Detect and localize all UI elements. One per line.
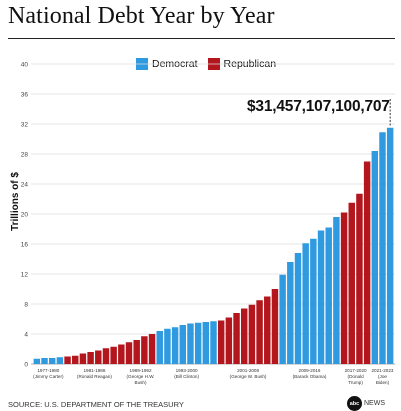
period-label-years: 1977-1980	[37, 368, 59, 373]
period-label-years: 2017-2020	[345, 368, 367, 373]
bar	[217, 320, 225, 364]
y-tick-label: 8	[24, 302, 28, 309]
bar	[379, 132, 386, 364]
bar	[133, 340, 140, 364]
bar	[171, 327, 179, 364]
y-tick-label: 20	[21, 212, 29, 219]
bar	[294, 253, 302, 364]
bar	[202, 322, 210, 364]
y-tick-label: 0	[24, 362, 28, 369]
bar	[240, 308, 248, 364]
source-note: SOURCE: U.S. DEPARTMENT OF THE TREASURY	[8, 400, 184, 409]
abc-logo-icon: abc	[347, 396, 362, 411]
page-title: National Debt Year by Year	[8, 3, 275, 29]
y-tick-label: 32	[21, 122, 29, 129]
bar	[310, 238, 317, 364]
bar	[125, 342, 133, 364]
bar	[64, 356, 71, 364]
bar	[87, 352, 94, 364]
y-tick-label: 24	[21, 182, 29, 189]
bar	[356, 193, 363, 364]
bar	[264, 296, 271, 364]
period-label-name: (Bill Clinton)	[174, 374, 199, 379]
y-tick-label: 28	[21, 152, 29, 159]
period-label-years: 1989-1992	[130, 368, 152, 373]
bar	[302, 243, 309, 364]
period-label-name: (George H.W.	[126, 374, 154, 379]
bar	[95, 350, 102, 364]
bar	[287, 262, 294, 364]
bar	[386, 127, 394, 364]
bar	[271, 289, 279, 364]
bar	[333, 217, 340, 364]
period-label-name: Bush)	[135, 380, 147, 385]
period-label-name: Trump)	[348, 380, 363, 385]
period-label-years: 2021-2023	[371, 368, 393, 373]
period-label-name: Biden)	[376, 380, 390, 385]
bar	[79, 353, 87, 364]
bar	[33, 358, 41, 364]
bar	[56, 357, 64, 364]
bar	[164, 328, 171, 364]
bar	[156, 331, 163, 364]
y-tick-label: 12	[21, 272, 29, 279]
bar	[102, 348, 110, 364]
abc-news-logo: abc NEWS	[347, 396, 385, 411]
total-debt-annotation: $31,457,107,100,707	[247, 98, 390, 115]
bar	[210, 321, 217, 364]
bar	[72, 355, 79, 364]
bar	[256, 300, 263, 364]
period-label-name: (Donald	[348, 374, 365, 379]
bar	[225, 317, 233, 364]
bar	[325, 227, 332, 364]
bar	[110, 346, 117, 364]
period-label-name: (Joe	[378, 374, 387, 379]
period-label-name: (Ronald Reagan)	[77, 374, 112, 379]
bar	[118, 344, 125, 364]
bar	[194, 322, 202, 364]
period-label-name: (Jimmy Carter)	[33, 374, 64, 379]
period-label-years: 2001-2008	[237, 368, 259, 373]
bar	[48, 358, 56, 364]
network-label: NEWS	[364, 400, 385, 407]
period-label-years: 2009-2016	[299, 368, 321, 373]
y-tick-label: 36	[21, 92, 29, 99]
bar	[317, 230, 325, 364]
period-label-years: 1981-1988	[83, 368, 105, 373]
bar	[148, 334, 156, 364]
period-label-name: (George W. Bush)	[230, 374, 267, 379]
y-tick-label: 4	[24, 332, 28, 339]
bar	[348, 202, 355, 364]
period-label-years: 1993-2000	[176, 368, 198, 373]
bar	[187, 323, 194, 364]
period-label-name: (Barack Obama)	[293, 374, 327, 379]
bar	[233, 313, 240, 364]
bar	[179, 325, 187, 364]
bar	[141, 336, 148, 364]
y-tick-label: 16	[21, 242, 29, 249]
bar	[340, 212, 348, 364]
bar	[41, 358, 48, 364]
bar	[248, 304, 256, 364]
y-tick-label: 40	[21, 62, 29, 69]
bar	[279, 274, 286, 364]
title-divider	[8, 38, 395, 39]
bar	[363, 161, 371, 364]
bar	[371, 151, 379, 364]
